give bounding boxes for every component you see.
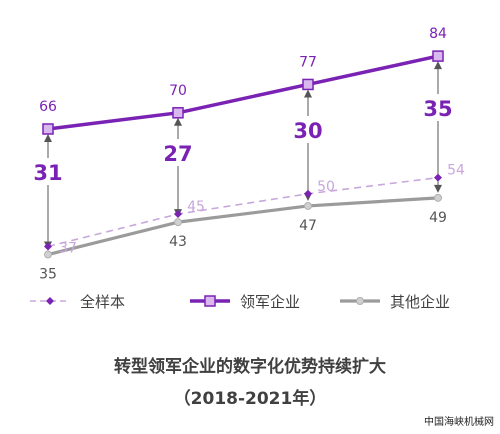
line-chart: 31 27 30 35 66 70 77 84 37 45 50 54 35 43 47 49 全样本 领军企业 其… <box>30 26 465 311</box>
point-other <box>434 193 442 202</box>
gap-label-bg <box>31 158 65 185</box>
data-label-full-sample: 37 <box>59 240 77 256</box>
gap-label: 31 <box>33 161 62 185</box>
legend-label-full-sample: 全样本 <box>80 293 125 311</box>
data-label-other: 49 <box>429 210 447 226</box>
point-leader <box>42 123 54 135</box>
point-other <box>174 218 182 227</box>
data-label-other: 35 <box>39 267 57 283</box>
data-label-full-sample: 50 <box>317 179 335 195</box>
point-full-sample <box>174 210 182 219</box>
point-leader <box>302 78 314 91</box>
chart-title: 转型领军企业的数字化优势持续扩大 <box>114 357 386 377</box>
watermark: 中国海峡机械网 <box>424 417 494 428</box>
gap-arrow-head-up <box>174 117 182 126</box>
point-full-sample <box>44 242 52 251</box>
legend-marker-other <box>356 297 364 305</box>
data-label-full-sample: 54 <box>447 163 465 179</box>
gap-label-bg <box>161 139 195 166</box>
series-line-full-sample <box>47 176 439 248</box>
point-full-sample <box>434 173 442 182</box>
gap-arrow-head-up <box>44 134 52 142</box>
gap-arrow-head-down <box>434 184 442 193</box>
point-leader <box>432 50 444 62</box>
gap-label: 30 <box>293 119 322 143</box>
data-label-full-sample: 45 <box>187 199 205 215</box>
point-other <box>44 250 52 259</box>
gap-label-bg <box>291 116 325 143</box>
gap-arrow-head-up <box>304 89 312 98</box>
point-other <box>304 201 312 210</box>
gap-label-bg <box>421 94 455 121</box>
gap-label: 27 <box>163 142 192 166</box>
legend-marker-full-sample <box>46 297 54 305</box>
data-label-leader: 66 <box>39 99 57 115</box>
series-line-other <box>47 196 439 257</box>
point-full-sample <box>304 189 312 198</box>
legend-label-leader: 领军企业 <box>240 293 300 311</box>
chart-subtitle: （2018-2021年） <box>173 389 327 409</box>
data-label-leader: 77 <box>299 54 317 70</box>
series-line-leader <box>47 54 439 131</box>
point-leader <box>172 107 184 119</box>
legend-label-other: 其他企业 <box>390 293 450 311</box>
gap-arrow-head-up <box>434 61 442 70</box>
data-label-other: 43 <box>169 234 187 250</box>
data-label-other: 47 <box>299 218 317 234</box>
data-label-leader: 84 <box>429 26 447 42</box>
gap-label: 35 <box>423 97 452 121</box>
data-label-leader: 70 <box>169 83 187 99</box>
legend-marker-leader <box>204 295 216 307</box>
